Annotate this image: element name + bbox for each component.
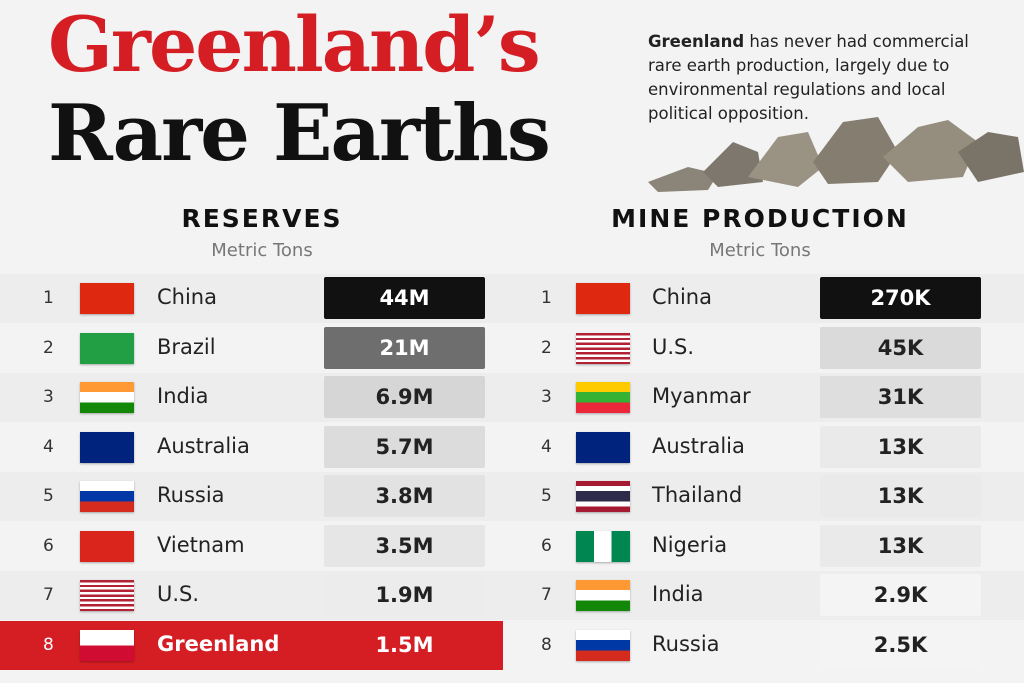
flag: [80, 580, 134, 611]
rank: 2: [541, 337, 552, 358]
country: Myanmar: [652, 384, 751, 408]
country: China: [157, 285, 217, 309]
table-row: 5 Russia 3.8M: [0, 472, 503, 521]
country: Nigeria: [652, 532, 728, 557]
value: 6.9M: [324, 376, 485, 418]
country: Australia: [652, 433, 745, 458]
flag: [80, 629, 134, 661]
value: 45K: [820, 326, 981, 369]
flag: [80, 530, 134, 562]
section-unit: Metric Tons: [709, 240, 811, 261]
country: U.S.: [652, 334, 695, 359]
value: 2.9K: [820, 574, 981, 616]
flag: [576, 332, 630, 364]
section-heading: RESERVES: [181, 204, 343, 233]
table-row: 3 Myanmar 31K: [503, 373, 1024, 422]
table-row: 6 Vietnam 3.5M: [0, 522, 503, 571]
rank: 1: [541, 288, 552, 308]
value: 31K: [820, 376, 981, 418]
table-row: 2 U.S. 45K: [503, 324, 1024, 373]
country: China: [652, 285, 712, 309]
intro-text: has never had commercial rare earth prod…: [648, 32, 969, 123]
value: 13K: [820, 475, 981, 517]
value: 13K: [820, 425, 981, 468]
flag: [576, 382, 630, 413]
value: 3.5M: [324, 524, 485, 567]
value: 44M: [324, 277, 485, 319]
value: 2.5K: [820, 623, 981, 666]
table-row: 7 India 2.9K: [503, 571, 1024, 620]
table-row: 4 Australia 5.7M: [0, 423, 503, 472]
table-row: 7 U.S. 1.9M: [0, 571, 503, 620]
flag: [576, 283, 630, 314]
rank: 6: [541, 535, 552, 556]
country: Russia: [652, 631, 720, 656]
rocks: [648, 117, 1024, 192]
value: 1.5M: [375, 632, 434, 657]
rank: 2: [43, 337, 54, 358]
rank: 8: [43, 634, 54, 655]
country: India: [157, 384, 209, 408]
rank: 3: [43, 387, 54, 407]
flag: [80, 481, 134, 512]
value: 21M: [324, 326, 485, 369]
country: Australia: [157, 433, 250, 458]
flag: [576, 580, 630, 611]
flag: [80, 431, 134, 463]
title: Rare Earths: [48, 88, 551, 179]
value: 13K: [820, 524, 981, 567]
value: 270K: [820, 277, 981, 319]
table-row: 6 Nigeria 13K: [503, 522, 1024, 571]
rank: 4: [541, 436, 552, 457]
section-unit: Metric Tons: [211, 240, 313, 261]
table-row: 2 Brazil 21M: [0, 324, 503, 373]
flag: [576, 629, 630, 661]
rank: 6: [43, 535, 54, 556]
flag: [80, 382, 134, 413]
rank: 5: [541, 486, 552, 506]
section-heading: MINE PRODUCTION: [611, 204, 909, 233]
country: Brazil: [157, 334, 216, 359]
flag: [576, 431, 630, 463]
title: Greenland’s: [48, 0, 541, 89]
table-row: 8 Greenland 1.5M: [0, 620, 503, 670]
table-row: 1 China 44M: [0, 274, 503, 323]
intro: Greenland has never had commercial rare …: [648, 30, 988, 126]
rank: 3: [541, 387, 552, 407]
country: Russia: [157, 483, 225, 507]
table-row: 4 Australia 13K: [503, 423, 1024, 472]
value: 3.8M: [324, 475, 485, 517]
table-row: 1 China 270K: [503, 274, 1024, 323]
country: India: [652, 582, 704, 606]
flag: [576, 530, 630, 562]
table-row: 3 India 6.9M: [0, 373, 503, 422]
intro-bold: Greenland: [648, 32, 745, 51]
rank: 4: [43, 436, 54, 457]
flag: [80, 332, 134, 364]
rank: 7: [541, 585, 552, 605]
rank: 5: [43, 486, 54, 506]
flag: [576, 481, 630, 512]
flag: [80, 283, 134, 314]
country: Thailand: [652, 483, 743, 507]
country: Greenland: [157, 631, 280, 656]
value: 5.7M: [324, 425, 485, 468]
table-row: 8 Russia 2.5K: [503, 621, 1024, 670]
rank: 8: [541, 634, 552, 655]
table-row: 5 Thailand 13K: [503, 472, 1024, 521]
country: U.S.: [157, 582, 200, 606]
value: 1.9M: [324, 574, 485, 616]
rank: 1: [43, 288, 54, 308]
rank: 7: [43, 585, 54, 605]
country: Vietnam: [157, 532, 245, 557]
